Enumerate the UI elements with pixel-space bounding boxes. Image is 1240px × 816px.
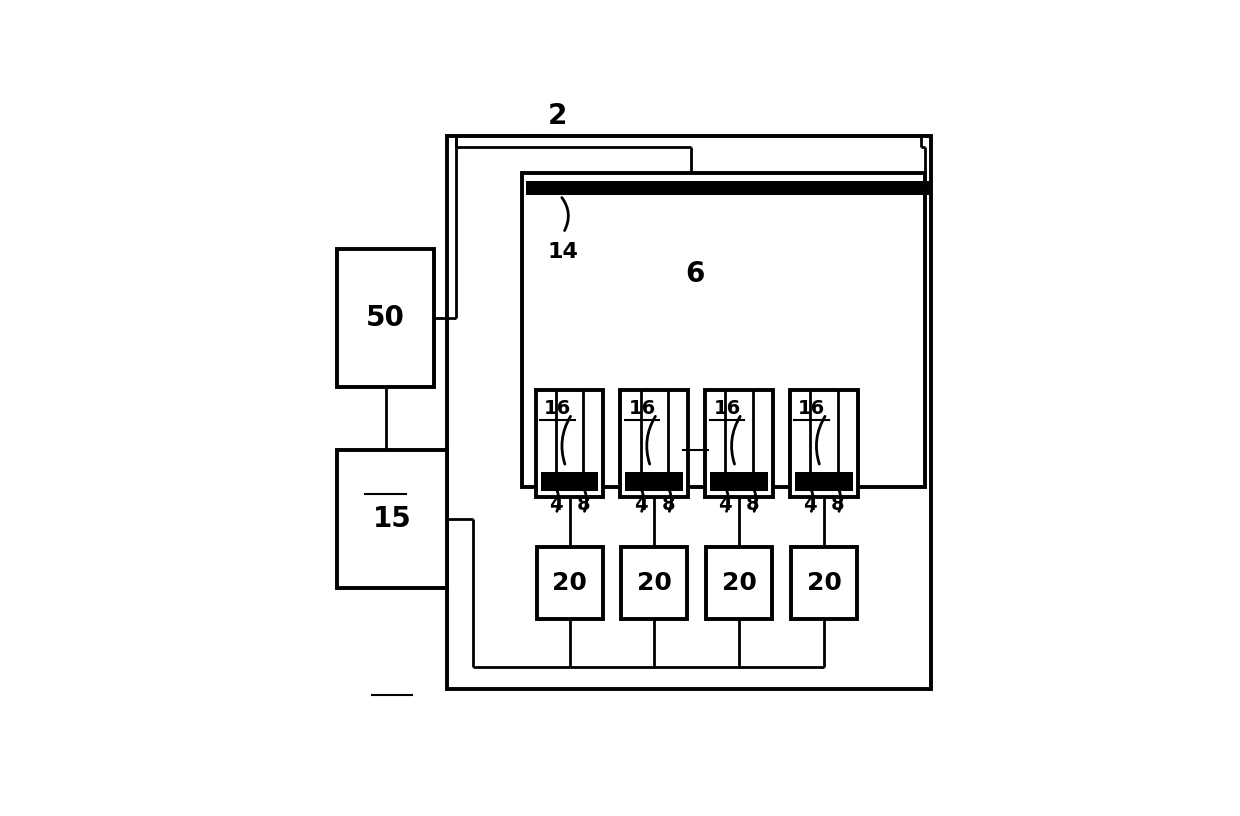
Text: 20: 20 xyxy=(806,571,842,596)
Bar xyxy=(707,548,773,619)
Text: 15: 15 xyxy=(373,505,412,533)
Text: 4: 4 xyxy=(804,495,817,514)
Text: 16: 16 xyxy=(629,400,656,419)
Text: 8: 8 xyxy=(831,495,844,514)
Bar xyxy=(706,390,773,497)
Text: 2: 2 xyxy=(547,101,567,130)
Text: 8: 8 xyxy=(661,495,675,514)
Bar xyxy=(536,390,604,497)
Text: 4: 4 xyxy=(549,495,563,514)
Bar xyxy=(446,135,931,689)
Text: 16: 16 xyxy=(713,400,740,419)
Text: 4: 4 xyxy=(718,495,732,514)
Bar xyxy=(337,249,434,387)
Text: 4: 4 xyxy=(634,495,647,514)
Bar xyxy=(621,548,687,619)
Bar xyxy=(795,472,853,490)
Bar xyxy=(791,548,857,619)
Bar xyxy=(526,181,931,195)
Bar xyxy=(790,390,858,497)
Text: 20: 20 xyxy=(552,571,587,596)
Text: 6: 6 xyxy=(686,259,704,288)
Bar xyxy=(625,472,683,490)
Bar xyxy=(711,472,768,490)
Text: 20: 20 xyxy=(722,571,756,596)
Text: 8: 8 xyxy=(577,495,590,514)
Bar xyxy=(537,548,603,619)
Bar xyxy=(541,472,599,490)
Text: 16: 16 xyxy=(544,400,570,419)
Bar xyxy=(522,173,925,487)
Text: 8: 8 xyxy=(746,495,760,514)
Bar xyxy=(620,390,688,497)
Bar xyxy=(337,450,446,588)
Text: 14: 14 xyxy=(548,242,579,262)
Text: 16: 16 xyxy=(799,400,826,419)
Text: 20: 20 xyxy=(637,571,672,596)
Text: 50: 50 xyxy=(366,304,405,332)
